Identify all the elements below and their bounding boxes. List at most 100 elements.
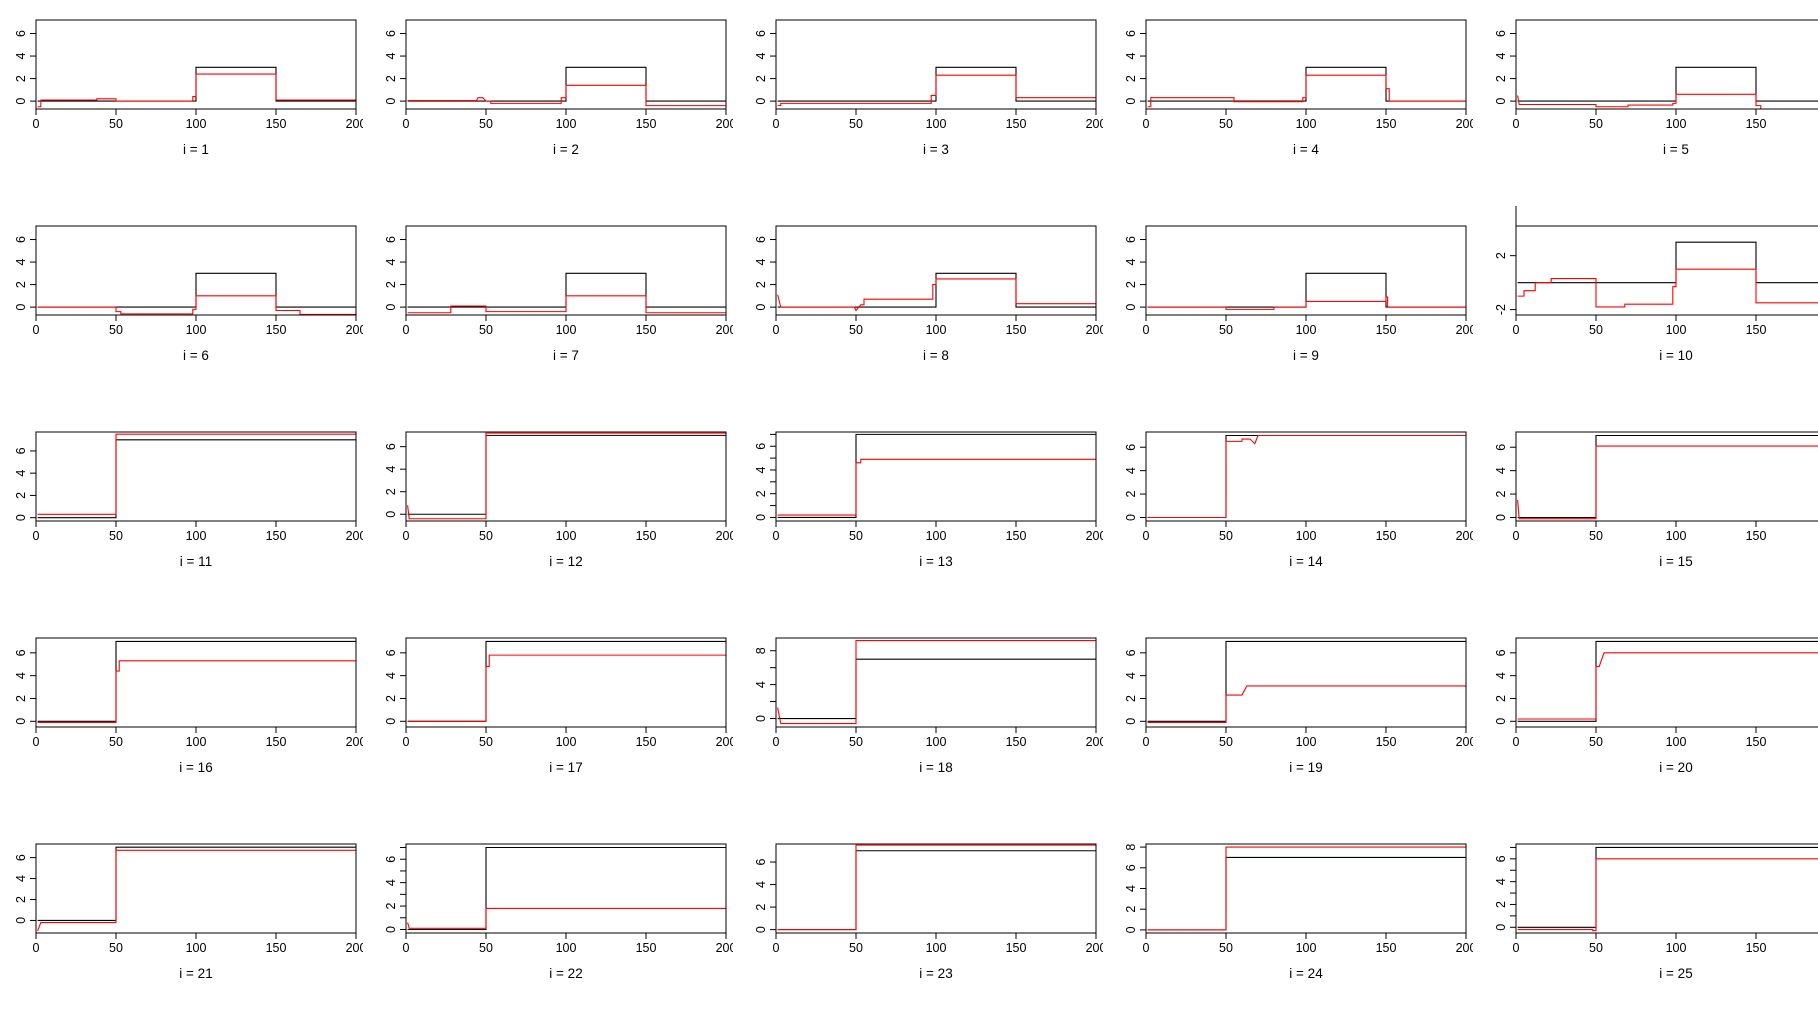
- x-tick-label: 150: [1006, 323, 1027, 337]
- chart-panel: 0 50 100 150 200 0 2 4 6 i = 17: [370, 618, 733, 817]
- y-tick-label: 0: [384, 304, 398, 311]
- x-tick-label: 0: [1143, 941, 1150, 955]
- x-tick-label: 200: [1456, 735, 1473, 749]
- y-tick-label: 4: [1124, 885, 1138, 892]
- y-tick-label: 2: [384, 695, 398, 702]
- panel-xlabel: i = 1: [183, 142, 209, 157]
- x-tick-label: 100: [1666, 117, 1687, 131]
- x-tick-label: 0: [773, 735, 780, 749]
- series-line-red: [777, 458, 1096, 516]
- chart-svg: 0 50 100 150 200 0 2 4 6 i = 6: [14, 225, 363, 363]
- x-tick-label: 150: [1376, 735, 1397, 749]
- y-tick-label: 4: [1124, 672, 1138, 679]
- x-tick-label: 200: [1086, 941, 1103, 955]
- series-line-black: [1147, 856, 1466, 931]
- plot-frame: [775, 431, 1097, 522]
- y-tick-label: 6: [14, 236, 28, 243]
- y-tick-label: 2: [754, 75, 768, 82]
- x-tick-label: 100: [556, 735, 577, 749]
- chart-panel: 0 50 100 150 200 0 2 4 6 i = 12: [370, 412, 733, 611]
- plot-frame: [35, 431, 357, 522]
- y-tick-label: 6: [754, 443, 768, 450]
- chart-panel: 0 50 100 150 200 0 2 4 6 i = 23: [740, 824, 1103, 1023]
- series-line-black: [407, 66, 726, 102]
- x-tick-label: 100: [186, 529, 207, 543]
- plot-frame: [1145, 637, 1467, 728]
- plot-frame: [775, 637, 1097, 728]
- x-tick-label: 200: [1086, 735, 1103, 749]
- x-tick-label: 0: [403, 735, 410, 749]
- y-tick-label: 0: [384, 98, 398, 105]
- panel-xlabel: i = 11: [180, 554, 212, 569]
- y-tick-label: 8: [1124, 844, 1138, 851]
- x-tick-label: 100: [1666, 529, 1687, 543]
- x-tick-label: 0: [403, 941, 410, 955]
- chart-panel: 0 50 100 150 200 0 4 8 i = 18: [740, 618, 1103, 817]
- plot-frame: [1515, 19, 1818, 110]
- x-tick-label: 50: [1219, 529, 1233, 543]
- chart-svg: 0 50 100 150 200 0 2 4 6 i = 21: [14, 843, 363, 981]
- y-tick-label: 4: [14, 470, 28, 477]
- series-line-red: [777, 639, 1096, 725]
- x-tick-label: 100: [556, 941, 577, 955]
- series-line-red: [37, 849, 356, 932]
- y-tick-label: 2: [754, 490, 768, 497]
- x-tick-label: 50: [1589, 117, 1603, 131]
- series-line-black: [1517, 434, 1818, 519]
- panel-xlabel: i = 19: [1289, 760, 1322, 775]
- x-tick-label: 150: [1746, 323, 1767, 337]
- y-tick-label: 4: [384, 53, 398, 60]
- y-tick-label: 0: [1494, 718, 1508, 725]
- chart-panel: 0 50 100 150 200 0 2 4 6 i = 19: [1110, 618, 1473, 817]
- x-tick-label: 150: [1376, 323, 1397, 337]
- x-tick-label: 100: [186, 323, 207, 337]
- x-tick-label: 0: [1513, 735, 1520, 749]
- x-tick-label: 100: [1666, 941, 1687, 955]
- x-tick-label: 150: [1376, 529, 1397, 543]
- x-tick-label: 150: [1746, 529, 1767, 543]
- x-tick-label: 150: [1746, 117, 1767, 131]
- chart-svg: 0 50 100 150 200 0 2 4 6 i = 11: [14, 431, 363, 569]
- chart-panel: 0 50 100 150 200 0 2 4 6 i = 14: [1110, 412, 1473, 611]
- chart-svg: 0 50 100 150 200 0 2 4 6 i = 7: [384, 225, 733, 363]
- x-tick-label: 50: [109, 941, 123, 955]
- series-line-black: [37, 66, 356, 102]
- y-tick-label: 0: [1124, 926, 1138, 933]
- x-tick-label: 200: [346, 735, 363, 749]
- y-tick-label: 2: [14, 492, 28, 499]
- chart-svg: 0 50 100 150 200 0 2 4 6 i = 19: [1124, 637, 1473, 775]
- y-tick-label: 2: [384, 488, 398, 495]
- x-tick-label: 0: [1513, 323, 1520, 337]
- chart-svg: 0 50 100 150 200 0 2 4 6 i = 9: [1124, 225, 1473, 363]
- y-tick-label: 6: [14, 649, 28, 656]
- x-tick-label: 100: [186, 735, 207, 749]
- y-tick-label: 0: [1494, 924, 1508, 931]
- x-tick-label: 50: [1589, 323, 1603, 337]
- y-tick-label: 6: [1124, 649, 1138, 656]
- series-line-red: [1517, 652, 1818, 720]
- chart-svg: 0 50 100 150 200 0 2 4 6 i = 4: [1124, 19, 1473, 157]
- x-tick-label: 100: [186, 117, 207, 131]
- x-tick-label: 50: [849, 529, 863, 543]
- series-line-black: [777, 658, 1096, 720]
- y-tick-label: 2: [1494, 252, 1508, 259]
- y-tick-label: 2: [754, 281, 768, 288]
- x-tick-label: 150: [1006, 735, 1027, 749]
- y-tick-label: 6: [1124, 864, 1138, 871]
- panel-xlabel: i = 14: [1289, 554, 1323, 569]
- x-tick-label: 200: [346, 529, 363, 543]
- x-tick-label: 0: [1143, 117, 1150, 131]
- y-tick-label: 2: [754, 904, 768, 911]
- panel-xlabel: i = 22: [549, 966, 582, 981]
- x-tick-label: 200: [1456, 117, 1473, 131]
- x-tick-label: 0: [773, 323, 780, 337]
- x-tick-label: 200: [716, 117, 733, 131]
- y-tick-label: 6: [1124, 30, 1138, 37]
- chart-svg: 0 50 100 150 200 0 2 4 6 i = 12: [384, 431, 733, 569]
- x-tick-label: 100: [186, 941, 207, 955]
- x-tick-label: 100: [1666, 735, 1687, 749]
- chart-panel: 0 50 100 150 200 0 2 4 6 i = 3: [740, 0, 1103, 199]
